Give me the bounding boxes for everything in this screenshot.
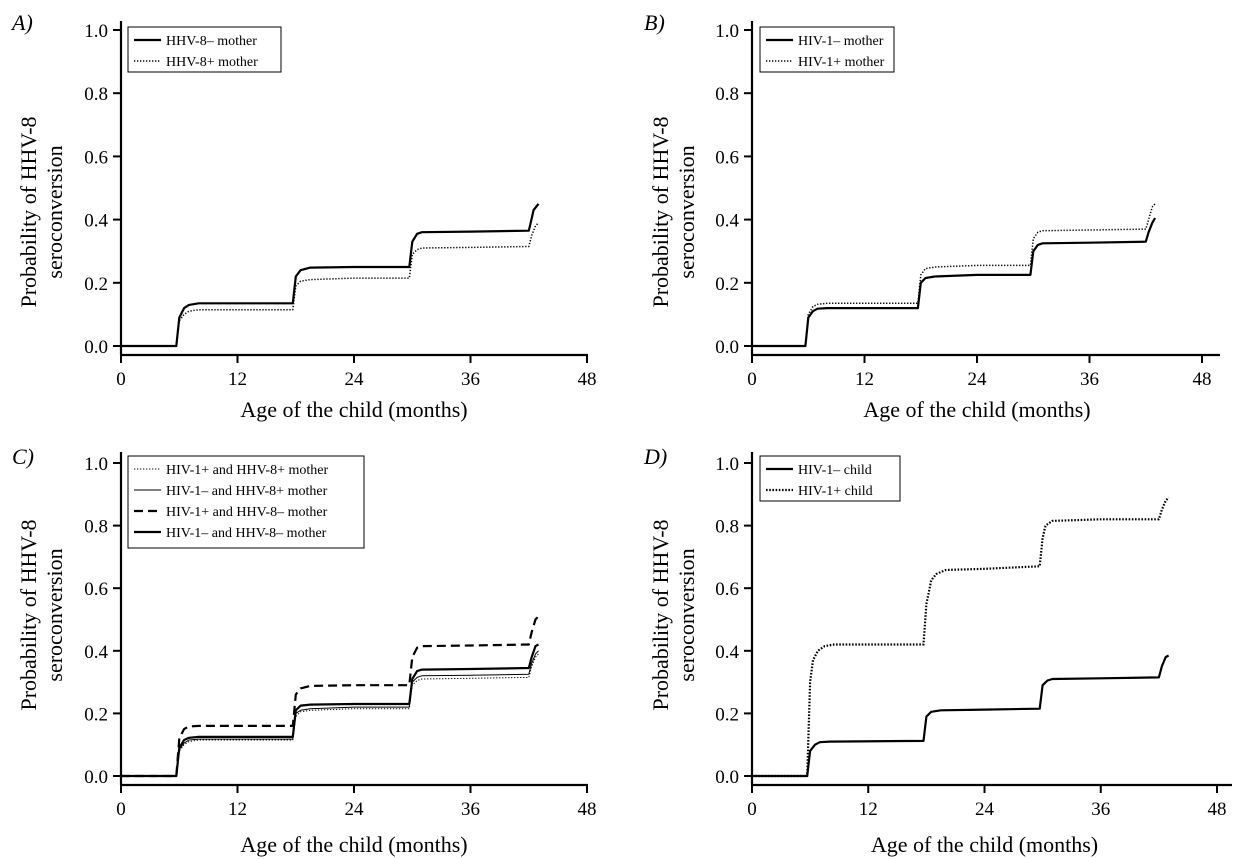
- legend: HIV-1+ and HHV-8+ mother HIV-1– and HHV-8…: [127, 455, 365, 549]
- y-tick-label: 1.0: [715, 454, 739, 475]
- panel-letter: C): [12, 444, 34, 469]
- series-line-1: [121, 653, 539, 777]
- series-line-1: [121, 203, 540, 348]
- y-axis-title-line1: Probability of HHV-8: [16, 519, 41, 710]
- x-tick-label: 12: [859, 799, 878, 820]
- chart-panel-3: C) 0.0 0.2 0.4 0.6 0.8 1.0 0 12 24 36 48 Age of the …: [12, 444, 597, 857]
- x-tick-label: 48: [1193, 369, 1212, 390]
- y-tick-label: 0.2: [715, 274, 739, 295]
- x-tick-label: 0: [747, 369, 757, 390]
- chart-panel-2: B) 0.0 0.2 0.4 0.6 0.8 1.0 0 12 24 36 48 Age of the …: [644, 10, 1220, 422]
- legend-box: [127, 455, 365, 549]
- legend: HHV-8– mother HHV-8+ mother: [127, 26, 282, 73]
- series-line-3: [121, 615, 540, 778]
- x-axis-title: Age of the child (months): [240, 397, 467, 422]
- legend-label: HIV-1+ and HHV-8+ mother: [166, 463, 328, 478]
- y-tick-label: 0.8: [715, 84, 739, 105]
- x-tick-label: 48: [578, 369, 597, 390]
- x-tick-label: 12: [228, 369, 247, 390]
- y-tick-label: 0.4: [715, 211, 739, 232]
- legend-box: [759, 26, 895, 73]
- x-tick-label: 24: [345, 369, 365, 390]
- panel-letter: B): [644, 10, 665, 35]
- x-tick-label: 24: [968, 369, 988, 390]
- y-tick-label: 0.4: [84, 642, 108, 663]
- x-tick-label: 0: [116, 799, 126, 820]
- y-axis-title-line1: Probability of HHV-8: [648, 519, 673, 710]
- x-tick-label: 0: [747, 799, 757, 820]
- legend-label: HIV-1+ child: [798, 484, 873, 499]
- x-tick-label: 48: [578, 799, 597, 820]
- x-tick-label: 24: [345, 799, 365, 820]
- legend-label: HIV-1– and HHV-8+ mother: [166, 484, 328, 499]
- y-tick-label: 0.2: [84, 274, 108, 295]
- x-tick-label: 12: [228, 799, 247, 820]
- legend-label: HIV-1+ and HHV-8– mother: [166, 505, 328, 520]
- x-tick-label: 36: [1091, 799, 1110, 820]
- y-axis-title-line1: Probability of HHV-8: [16, 116, 41, 307]
- y-tick-label: 0.6: [715, 147, 739, 168]
- y-tick-label: 0.4: [715, 642, 739, 663]
- x-tick-label: 36: [461, 369, 480, 390]
- y-axis-title-line2: seroconversion: [42, 548, 67, 681]
- legend-label: HHV-8+ mother: [166, 55, 258, 70]
- y-tick-label: 0.8: [715, 517, 739, 538]
- y-tick-label: 0.0: [715, 337, 739, 358]
- series-line-2: [121, 222, 540, 347]
- series-line-1: [752, 217, 1157, 348]
- y-tick-label: 0.8: [84, 84, 108, 105]
- series-line-4: [121, 643, 540, 778]
- y-tick-label: 0.2: [84, 704, 108, 725]
- y-tick-label: 0.8: [84, 517, 108, 538]
- y-tick-label: 0.0: [715, 767, 739, 788]
- legend-label: HIV-1– mother: [798, 34, 884, 49]
- series-line-1: [752, 654, 1170, 778]
- y-tick-label: 1.0: [715, 21, 739, 42]
- x-axis-title: Age of the child (months): [863, 397, 1090, 422]
- y-tick-label: 0.4: [84, 211, 108, 232]
- y-tick-label: 0.2: [715, 704, 739, 725]
- chart-panel-1: A) 0.0 0.2 0.4 0.6 0.8 1.0 0 12 24 36 48 Age of the …: [10, 10, 597, 422]
- series-line-2: [752, 496, 1170, 778]
- x-tick-label: 0: [116, 369, 126, 390]
- y-tick-label: 0.6: [84, 147, 108, 168]
- x-tick-label: 12: [855, 369, 874, 390]
- series-line-2: [752, 203, 1156, 347]
- x-tick-label: 48: [1208, 799, 1227, 820]
- y-axis-title-line2: seroconversion: [674, 145, 699, 278]
- legend-label: HIV-1– and HHV-8– mother: [166, 526, 327, 541]
- y-tick-label: 1.0: [84, 454, 108, 475]
- y-tick-label: 0.0: [84, 767, 108, 788]
- legend: HIV-1– child HIV-1+ child: [759, 455, 901, 502]
- x-tick-label: 24: [975, 799, 995, 820]
- y-tick-label: 1.0: [84, 21, 108, 42]
- chart-panel-4: D) 0.0 0.2 0.4 0.6 0.8 1.0 0 12 24 36 48 Age of the …: [643, 444, 1232, 857]
- y-tick-label: 0.6: [715, 579, 739, 600]
- legend: HIV-1– mother HIV-1+ mother: [759, 26, 895, 73]
- x-tick-label: 36: [1080, 369, 1099, 390]
- y-tick-label: 0.0: [84, 337, 108, 358]
- panel-letter: A): [10, 10, 33, 35]
- panel-letter: D): [643, 444, 667, 469]
- series-line-2: [121, 650, 539, 777]
- legend-label: HIV-1– child: [798, 463, 872, 478]
- legend-label: HIV-1+ mother: [798, 55, 885, 70]
- y-axis-title-line1: Probability of HHV-8: [648, 116, 673, 307]
- y-axis-title-line2: seroconversion: [674, 548, 699, 681]
- x-axis-title: Age of the child (months): [240, 832, 467, 857]
- x-tick-label: 36: [461, 799, 480, 820]
- x-axis-title: Age of the child (months): [871, 832, 1098, 857]
- legend-box: [759, 455, 901, 502]
- y-tick-label: 0.6: [84, 579, 108, 600]
- legend-label: HHV-8– mother: [166, 34, 257, 49]
- legend-box: [127, 26, 282, 73]
- y-axis-title-line2: seroconversion: [42, 145, 67, 278]
